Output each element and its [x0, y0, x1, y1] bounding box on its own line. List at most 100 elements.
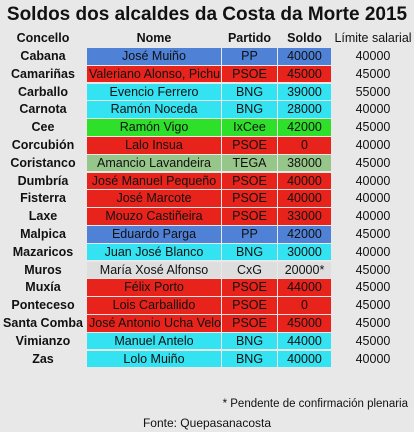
- cell-concello: Malpica: [20, 227, 66, 241]
- cell-partido: PSOE: [222, 137, 277, 154]
- cell-partido: BNG: [222, 243, 277, 261]
- cell-limite-salarial: 45000: [355, 333, 391, 348]
- cell-concello: Vimianzo: [15, 333, 71, 348]
- cell-concello: Cee: [31, 120, 55, 135]
- cell-partido: PSOE: [222, 315, 277, 332]
- table-row: Dumbría José Manuel Pequeño PSOE 40000 40000: [0, 172, 414, 190]
- cell-soldo: 30000: [278, 243, 331, 261]
- source-credit: Fonte: Quepasanacosta: [142, 416, 272, 430]
- cell-concello: Fisterra: [20, 191, 66, 206]
- cell-partido: BNG: [222, 332, 277, 350]
- table-row: Fisterra José Marcote PSOE 40000 40000: [0, 189, 414, 207]
- cell-partido: BNG: [222, 350, 277, 368]
- header-nome: Nome: [136, 31, 172, 45]
- cell-nome: Félix Porto: [87, 279, 221, 296]
- cell-limite-salarial: 45000: [355, 155, 391, 170]
- cell-partido: PSOE: [222, 279, 277, 296]
- cell-concello: Ponteceso: [11, 298, 75, 313]
- table-row: Camariñas Valeriano Alonso, Pichurri PSOE 4…: [0, 65, 414, 83]
- cell-limite-salarial: 45000: [355, 120, 391, 135]
- cell-concello: Mazaricos: [12, 244, 74, 259]
- cell-soldo: 0: [278, 137, 331, 154]
- cell-partido: PP: [222, 48, 277, 65]
- cell-concello: Santa Comba: [3, 316, 83, 330]
- header-soldo: Soldo: [287, 31, 322, 45]
- cell-concello: Corcubión: [11, 138, 75, 152]
- cell-nome: Manuel Antelo: [87, 332, 221, 350]
- table-row: Corcubión Lalo Insua PSOE 0 40000: [0, 136, 414, 154]
- cell-nome: Lolo Muiño: [87, 350, 221, 368]
- cell-partido: PSOE: [222, 172, 277, 190]
- cell-nome: José Antonio Ucha Velo: [87, 315, 221, 332]
- cell-partido: PSOE: [222, 65, 277, 83]
- cell-nome: Lois Carballido: [87, 297, 221, 314]
- cell-limite-salarial: 40000: [355, 138, 391, 152]
- cell-soldo: 38000: [278, 154, 331, 172]
- footnote: * Pendente de confirmación plenaria: [222, 398, 408, 410]
- cell-limite-salarial: 40000: [355, 49, 391, 63]
- cell-partido: TEGA: [222, 154, 277, 172]
- cell-concello: Carballo: [17, 84, 68, 99]
- cell-concello: Muros: [24, 262, 62, 277]
- cell-nome: Eduardo Parga: [87, 226, 221, 243]
- cell-limite-salarial: 45000: [355, 298, 391, 313]
- cell-soldo: 42000: [278, 119, 331, 136]
- table-row: Mazaricos Juan José Blanco BNG 30000 40000: [0, 243, 414, 261]
- table-row: Zas Lolo Muiño BNG 40000 40000: [0, 350, 414, 368]
- cell-limite-salarial: 45000: [355, 227, 391, 241]
- header-concello: Concello: [16, 31, 70, 45]
- cell-limite-salarial: 40000: [355, 191, 391, 206]
- cell-soldo: 45000: [278, 65, 331, 83]
- cell-nome: José Manuel Pequeño: [87, 172, 221, 190]
- cell-limite-salarial: 40000: [355, 102, 391, 117]
- cell-concello: Zas: [32, 351, 54, 366]
- table-row: Vimianzo Manuel Antelo BNG 44000 45000: [0, 332, 414, 350]
- cell-limite-salarial: 40000: [355, 351, 391, 366]
- table-row: Carballo Evencio Ferrero BNG 39000 55000: [0, 83, 414, 101]
- table-row: Cee Ramón Vigo IxCee 42000 45000: [0, 118, 414, 136]
- cell-nome: Evencio Ferrero: [87, 83, 221, 101]
- cell-nome: Mouzo Castiñeira: [87, 208, 221, 225]
- cell-concello: Dumbría: [17, 173, 69, 188]
- cell-nome: Ramón Noceda: [87, 101, 221, 118]
- cell-soldo: 42000: [278, 226, 331, 243]
- table-row: Laxe Mouzo Castiñeira PSOE 33000 40000: [0, 207, 414, 225]
- header-partido: Partido: [227, 31, 272, 45]
- cell-nome: José Marcote: [87, 190, 221, 207]
- cell-soldo: 0: [278, 297, 331, 314]
- cell-concello: Camariñas: [11, 66, 75, 81]
- chart-title: Soldos dos alcaldes da Costa da Morte 20…: [6, 4, 408, 25]
- cell-partido: BNG: [222, 83, 277, 101]
- table-row: Carnota Ramón Noceda BNG 28000 40000: [0, 100, 414, 118]
- cell-limite-salarial: 40000: [355, 244, 391, 259]
- cell-nome: Lalo Insua: [87, 137, 221, 154]
- cell-nome: Valeriano Alonso, Pichurri: [87, 65, 221, 83]
- cell-soldo: 40000: [278, 350, 331, 368]
- cell-concello: Coristanco: [10, 155, 76, 170]
- cell-soldo: 33000: [278, 208, 331, 225]
- cell-concello: Cabana: [20, 49, 66, 63]
- cell-limite-salarial: 40000: [355, 209, 391, 224]
- cell-partido: PSOE: [222, 190, 277, 207]
- cell-partido: CxG: [222, 261, 277, 279]
- cell-limite-salarial: 45000: [355, 316, 391, 330]
- cell-soldo: 45000: [278, 315, 331, 332]
- table-row: Malpica Eduardo Parga PP 42000 45000: [0, 225, 414, 243]
- cell-soldo: 40000: [278, 172, 331, 190]
- cell-nome: Juan José Blanco: [87, 243, 221, 261]
- cell-soldo: 40000: [278, 190, 331, 207]
- cell-limite-salarial: 45000: [355, 66, 391, 81]
- cell-limite-salarial: 55000: [355, 84, 391, 99]
- cell-soldo: 44000: [278, 279, 331, 296]
- cell-nome: Ramón Vigo: [87, 119, 221, 136]
- table-row: Cabana José Muiño PP 40000 40000: [0, 47, 414, 65]
- cell-nome: María Xosé Alfonso: [87, 261, 221, 279]
- table-header: Concello Nome Partido Soldo Límite salar…: [0, 30, 414, 46]
- cell-concello: Carnota: [19, 102, 67, 117]
- cell-soldo: 39000: [278, 83, 331, 101]
- cell-soldo: 20000*: [278, 261, 331, 279]
- cell-partido: PSOE: [222, 297, 277, 314]
- cell-soldo: 28000: [278, 101, 331, 118]
- cell-partido: PP: [222, 226, 277, 243]
